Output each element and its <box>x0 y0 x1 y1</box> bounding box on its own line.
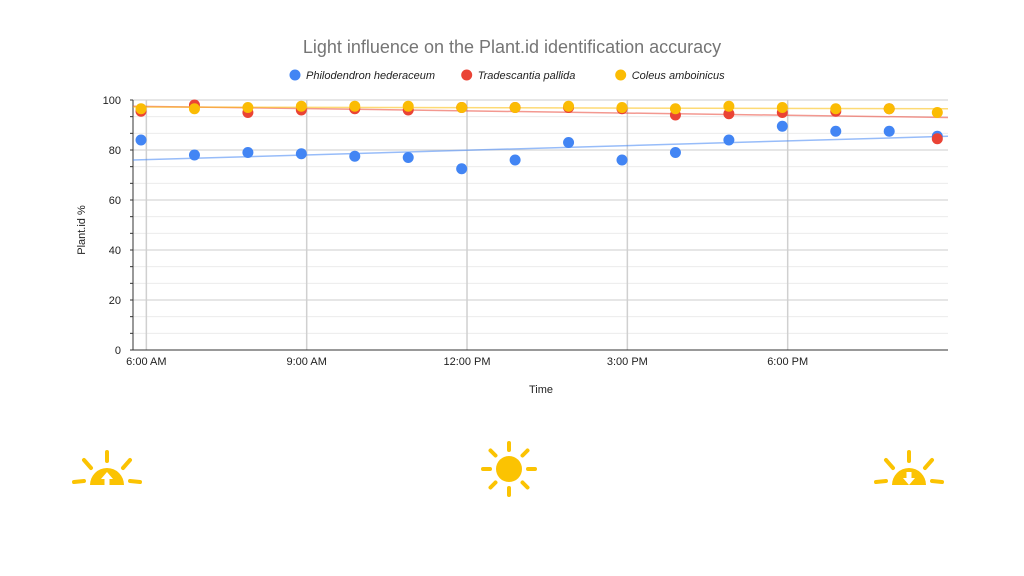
y-tick-label: 100 <box>103 95 121 107</box>
data-point <box>616 154 628 166</box>
x-tick-label: 12:00 PM <box>443 356 490 368</box>
chart-title: Light influence on the Plant.id identifi… <box>303 37 721 57</box>
data-points <box>135 99 943 175</box>
trendlines <box>132 105 949 161</box>
data-point <box>402 152 414 163</box>
data-point <box>563 100 575 112</box>
data-point <box>616 102 628 113</box>
data-point <box>669 147 681 158</box>
legend-marker <box>461 69 473 81</box>
x-tick-label: 9:00 AM <box>287 356 327 368</box>
x-tick-label: 6:00 AM <box>126 356 166 368</box>
data-point <box>135 134 147 146</box>
legend-label: Philodendron hederaceum <box>306 70 435 82</box>
data-point <box>883 125 895 137</box>
data-point <box>509 102 521 113</box>
trendline <box>132 106 949 110</box>
x-tick-label: 6:00 PM <box>767 356 808 368</box>
legend-marker <box>615 69 627 81</box>
sunset-icon <box>874 450 944 485</box>
data-point <box>349 100 361 112</box>
y-axis-title: Plant.id % <box>76 205 88 255</box>
data-point <box>242 147 254 158</box>
data-point <box>931 107 943 118</box>
trendline <box>132 105 949 119</box>
data-point <box>776 102 788 113</box>
data-point <box>830 103 842 115</box>
trendline <box>132 135 949 161</box>
data-point <box>563 137 575 148</box>
data-point <box>295 148 307 160</box>
data-point <box>242 102 254 113</box>
data-point <box>723 100 735 112</box>
data-point <box>188 149 200 161</box>
legend-marker <box>289 69 301 81</box>
y-tick-label: 20 <box>109 295 121 307</box>
data-point <box>931 133 943 145</box>
legend-label: Tradescantia pallida <box>478 70 576 82</box>
y-tick-label: 60 <box>109 195 121 207</box>
x-axis-title: Time <box>529 384 553 396</box>
y-tick-label: 0 <box>115 345 121 357</box>
data-point <box>188 103 200 115</box>
data-point <box>349 150 361 162</box>
data-point <box>669 103 681 115</box>
y-tick-label: 80 <box>109 145 121 157</box>
y-tick-label: 40 <box>109 245 121 257</box>
data-point <box>295 100 307 112</box>
grid <box>133 99 948 351</box>
sunrise-icon <box>72 450 142 485</box>
data-point <box>776 120 788 132</box>
data-point <box>723 134 735 146</box>
data-point <box>456 163 468 175</box>
axes: 0 20 40 60 80 100 6:00 AM 9:00 AM 12:00 PM 3:00 P… <box>103 95 948 368</box>
legend-label: Coleus amboinicus <box>632 70 725 82</box>
legend: Philodendron hederaceum Tradescantia pall… <box>289 69 725 82</box>
data-point <box>509 154 521 166</box>
x-tick-label: 3:00 PM <box>607 356 648 368</box>
data-point <box>883 103 895 115</box>
data-point <box>135 103 147 115</box>
sun-icon <box>481 441 537 497</box>
data-point <box>456 102 468 113</box>
data-point <box>402 100 414 112</box>
data-point <box>830 125 842 137</box>
